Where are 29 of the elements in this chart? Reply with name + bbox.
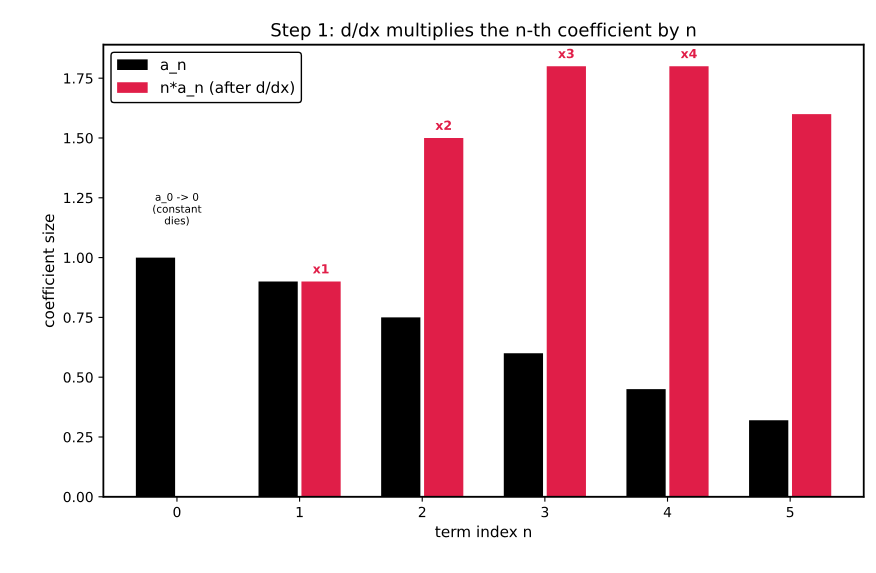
data-label: x2 [436, 120, 451, 130]
x-tick-label: 4 [664, 506, 672, 518]
x-tick-label: 3 [542, 506, 548, 518]
bar [669, 66, 709, 497]
data-label: x4 [680, 48, 697, 58]
x-tick-label: 2 [418, 506, 426, 518]
y-tick-label: 0.75 [64, 312, 92, 323]
legend-label: n*a_n (after d/dx) [161, 81, 294, 97]
y-tick-label: 0.25 [64, 432, 92, 442]
y-tick-label: 1.50 [64, 132, 93, 144]
y-tick-label: 0.00 [64, 492, 93, 502]
y-tick-label: 1.25 [64, 192, 92, 204]
x-tick-label: 0 [173, 506, 180, 518]
bar [546, 66, 586, 497]
y-axis-title: coefficient size [42, 214, 54, 328]
bar [301, 282, 341, 497]
annotation: a_0 -> 0 (constant dies) [153, 192, 202, 226]
x-tick-label: 5 [786, 506, 794, 518]
chart-title: Step 1: d/dx multiplies the n-th coefficient by n [271, 22, 696, 40]
data-label: x1 [312, 264, 329, 274]
data-label: x3 [558, 48, 574, 58]
y-tick-label: 1.00 [64, 252, 93, 264]
bar [792, 114, 832, 497]
legend-label: a_n [160, 61, 186, 74]
x-axis-title: term index n [435, 526, 531, 538]
y-tick-label: 0.50 [64, 372, 93, 383]
x-tick-label: 1 [296, 506, 303, 518]
bar [424, 138, 464, 497]
y-tick-label: 1.75 [64, 73, 92, 84]
